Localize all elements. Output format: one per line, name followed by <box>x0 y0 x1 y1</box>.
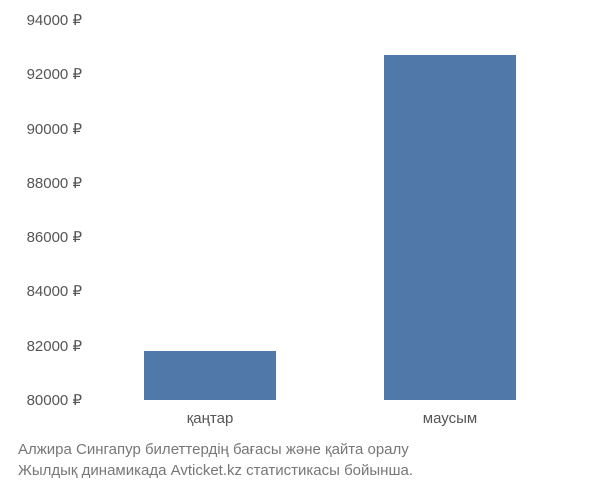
x-tick-label: маусым <box>423 410 477 427</box>
price-chart: 80000 ₽ 82000 ₽ 84000 ₽ 86000 ₽ 88000 ₽ 90000… <box>0 0 600 500</box>
y-tick-label: 86000 ₽ <box>27 228 82 246</box>
y-tick-label: 88000 ₽ <box>27 174 82 192</box>
caption-line-2: Жылдық динамикада Avticket.kz статистика… <box>18 462 413 479</box>
y-tick-label: 94000 ₽ <box>27 11 82 29</box>
y-tick-label: 92000 ₽ <box>27 65 82 83</box>
y-tick-label: 82000 ₽ <box>27 337 82 355</box>
y-tick-label: 84000 ₽ <box>27 282 82 300</box>
y-tick-label: 80000 ₽ <box>27 391 82 409</box>
chart-caption: Алжира Сингапур билеттердің бағасы және … <box>18 439 582 483</box>
y-tick-label: 90000 ₽ <box>27 120 82 138</box>
caption-line-1: Алжира Сингапур билеттердің бағасы және … <box>18 441 409 458</box>
x-tick-label: қаңтар <box>187 410 234 427</box>
bar <box>384 55 516 400</box>
plot-area: 80000 ₽82000 ₽84000 ₽86000 ₽88000 ₽90000… <box>90 20 570 400</box>
bar <box>144 351 276 400</box>
